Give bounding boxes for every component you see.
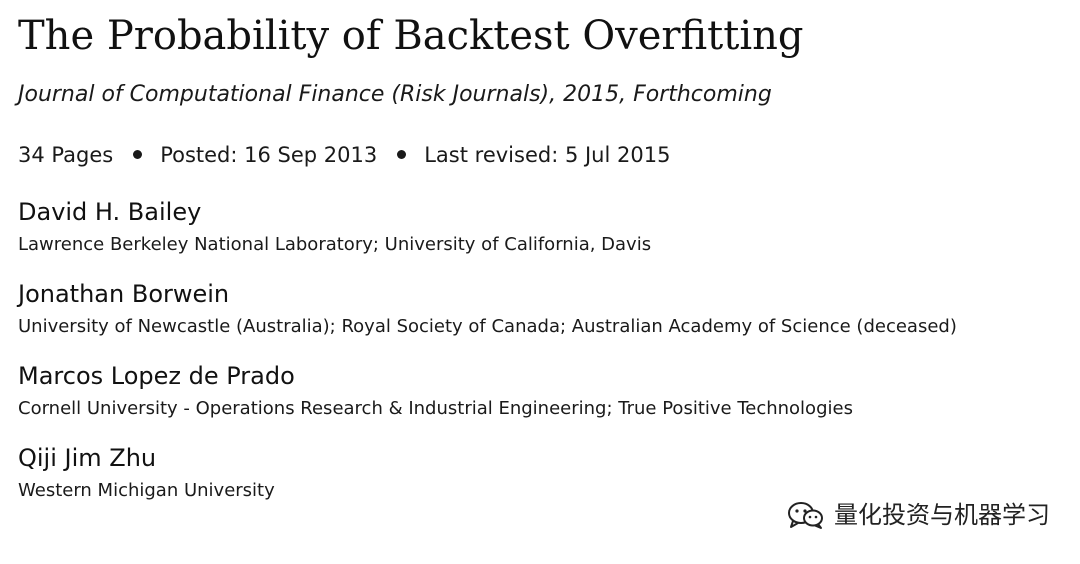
watermark: 量化投资与机器学习 [786, 500, 1050, 530]
author-affiliation: Lawrence Berkeley National Laboratory; U… [18, 234, 652, 255]
author-name[interactable]: Jonathan Borwein [18, 280, 230, 308]
author-name[interactable]: David H. Bailey [18, 198, 202, 226]
paper-header: The Probability of Backtest Overfitting … [18, 10, 1062, 504]
author-name[interactable]: Marcos Lopez de Prado [18, 362, 295, 390]
author-block: Marcos Lopez de Prado Cornell University… [18, 360, 1062, 422]
author-name[interactable]: Qiji Jim Zhu [18, 444, 157, 472]
posted-date: Posted: 16 Sep 2013 [160, 143, 378, 167]
watermark-text: 量化投资与机器学习 [834, 501, 1050, 529]
author-affiliation: Cornell University - Operations Research… [18, 398, 853, 419]
bullet-separator [397, 150, 407, 159]
author-block: David H. Bailey Lawrence Berkeley Nation… [18, 196, 1062, 258]
page-count: 34 Pages [18, 143, 114, 167]
journal-citation: Journal of Computational Finance (Risk J… [18, 82, 772, 107]
paper-title: The Probability of Backtest Overfitting [18, 13, 804, 59]
wechat-icon [788, 502, 823, 529]
author-block: Jonathan Borwein University of Newcastle… [18, 278, 1062, 340]
author-block: Qiji Jim Zhu Western Michigan University [18, 442, 1062, 504]
revised-date: Last revised: 5 Jul 2015 [424, 143, 671, 167]
author-affiliation: University of Newcastle (Australia); Roy… [18, 316, 957, 337]
author-affiliation: Western Michigan University [18, 480, 275, 501]
bullet-separator [133, 150, 143, 159]
paper-meta: 34 Pages Posted: 16 Sep 2013 Last revised:… [18, 140, 1062, 170]
